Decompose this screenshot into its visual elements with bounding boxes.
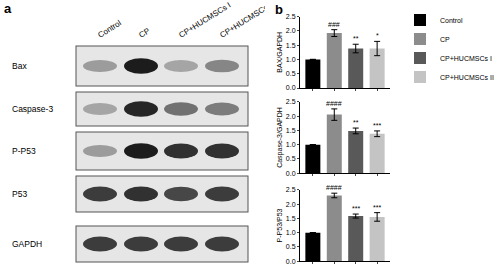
svg-text:###: ### [328, 21, 340, 28]
svg-text:0.0: 0.0 [286, 84, 296, 91]
svg-text:***: *** [373, 204, 381, 211]
svg-text:1.5: 1.5 [286, 42, 296, 49]
svg-text:Control: Control [96, 18, 123, 39]
svg-text:Control: Control [440, 17, 463, 24]
svg-text:2.5: 2.5 [286, 13, 296, 20]
svg-text:####: #### [326, 184, 342, 191]
svg-text:CP+HUCMSCs II: CP+HUCMSCs II [440, 74, 494, 81]
svg-text:CP: CP [137, 26, 151, 40]
svg-text:CP+HUCMSCs II: CP+HUCMSCs II [218, 0, 265, 40]
svg-text:a: a [4, 1, 12, 16]
svg-text:Bax: Bax [12, 61, 27, 71]
svg-text:0.0: 0.0 [286, 170, 296, 177]
svg-text:2.5: 2.5 [286, 186, 296, 193]
svg-text:Caspase-3/GAPDH: Caspase-3/GAPDH [276, 107, 284, 168]
svg-text:0.5: 0.5 [286, 243, 296, 250]
svg-text:P-P53: P-P53 [12, 146, 36, 156]
svg-text:P53: P53 [12, 189, 27, 199]
svg-text:2.5: 2.5 [286, 98, 296, 105]
svg-text:####: #### [326, 100, 342, 107]
svg-text:*: * [376, 32, 379, 39]
svg-text:b: b [275, 2, 283, 17]
svg-text:Caspase-3: Caspase-3 [12, 104, 53, 114]
svg-text:GAPDH: GAPDH [12, 239, 42, 249]
svg-text:1.0: 1.0 [286, 56, 296, 63]
svg-text:CP+HUCMSCs I: CP+HUCMSCs I [440, 55, 492, 62]
svg-text:1.0: 1.0 [286, 229, 296, 236]
svg-text:0.0: 0.0 [286, 258, 296, 265]
svg-text:***: *** [373, 122, 381, 129]
svg-text:0.5: 0.5 [286, 155, 296, 162]
svg-text:CP: CP [440, 36, 450, 43]
svg-text:2.0: 2.0 [286, 113, 296, 120]
svg-text:2.0: 2.0 [286, 27, 296, 34]
svg-text:1.5: 1.5 [286, 215, 296, 222]
svg-text:2.0: 2.0 [286, 201, 296, 208]
svg-text:BAX/GAPDH: BAX/GAPDH [276, 32, 283, 73]
svg-text:P-P53/P53: P-P53/P53 [276, 208, 283, 242]
svg-text:1.5: 1.5 [286, 127, 296, 134]
svg-text:**: ** [353, 35, 359, 42]
svg-text:0.5: 0.5 [286, 70, 296, 77]
svg-text:**: ** [353, 119, 359, 126]
svg-text:***: *** [352, 205, 360, 212]
svg-text:1.0: 1.0 [286, 141, 296, 148]
